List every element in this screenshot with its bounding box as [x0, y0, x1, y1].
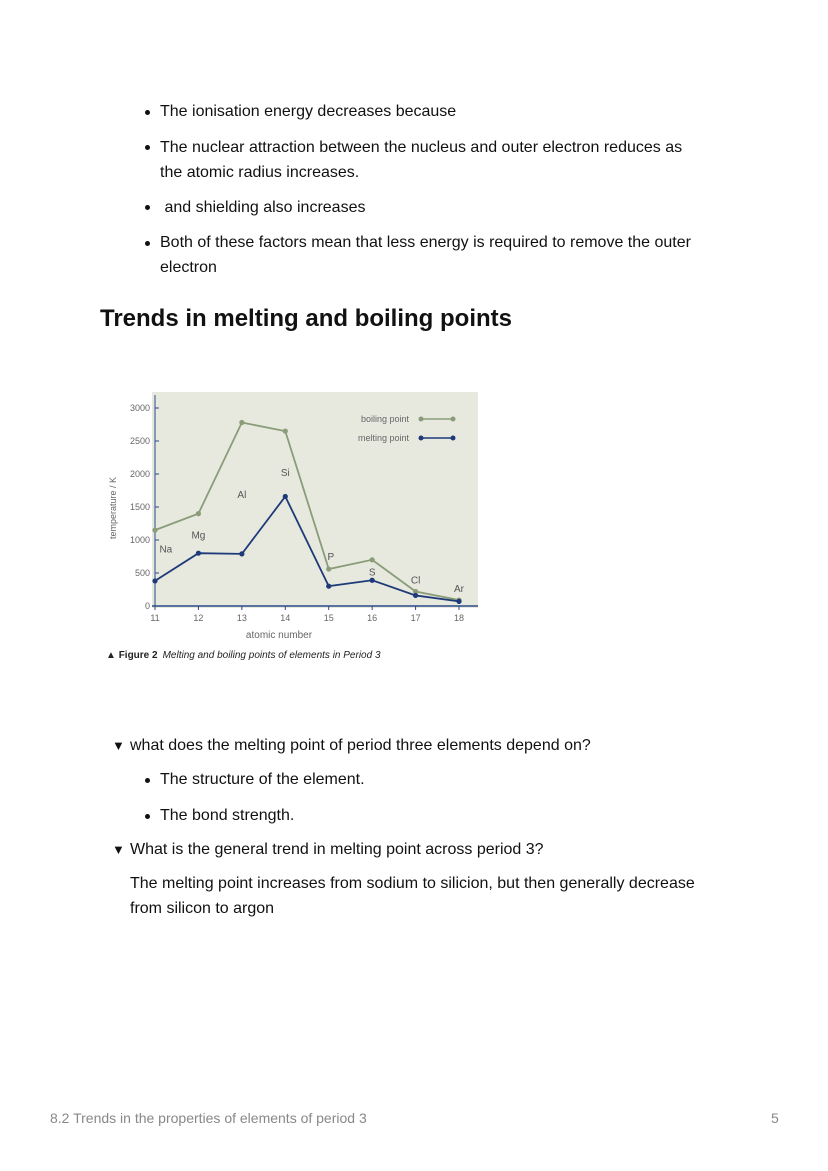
answer-text: from silicon to argon — [130, 900, 275, 917]
x-axis-label: atomic number — [246, 630, 313, 641]
boiling-point-point — [195, 511, 202, 517]
melting-point-point — [195, 550, 202, 556]
bullet-text: and shielding also increases — [160, 199, 366, 216]
plot-background — [152, 392, 478, 608]
bullet-text: electron — [160, 259, 217, 276]
toggle-triangle-icon[interactable]: ▼ — [112, 738, 125, 753]
legend-label: boiling point — [361, 414, 410, 424]
y-tick-label: 1500 — [130, 502, 150, 512]
x-tick-label: 14 — [280, 613, 290, 623]
melting-point-point — [282, 493, 288, 500]
legend-marker — [418, 416, 424, 422]
legend-marker — [418, 435, 424, 441]
toggle-question[interactable]: What is the general trend in melting poi… — [130, 841, 544, 858]
x-tick-label: 11 — [150, 613, 159, 623]
melting-point-point — [412, 592, 419, 599]
x-tick-label: 17 — [411, 613, 421, 623]
x-tick-label: 13 — [237, 613, 247, 623]
melting-point-point — [326, 583, 332, 589]
boiling-point-point — [152, 527, 158, 533]
y-axis-label: temperature / K — [108, 477, 118, 539]
melting-boiling-chart: 0 500 1000 1500 2000 2500 3000 11 12 13 14 15 16 17 18… — [106, 392, 478, 661]
toggle-question[interactable]: what does the melting point of period th… — [130, 737, 591, 754]
element-label: Ar — [454, 584, 465, 595]
melting-point-point — [152, 578, 158, 584]
caption-text: Melting and boiling points of elements i… — [163, 650, 381, 661]
x-tick-label: 15 — [324, 613, 334, 623]
bullet-icon — [145, 814, 150, 819]
melting-point-point — [239, 551, 245, 557]
bullet-text: The bond strength. — [160, 807, 295, 824]
bullet-text: The structure of the element. — [160, 771, 365, 788]
element-label: Al — [237, 490, 246, 501]
bullet-icon — [145, 110, 150, 115]
boiling-point-line — [154, 421, 460, 601]
y-tick-label: 3000 — [130, 403, 150, 413]
x-tick-label: 16 — [367, 613, 377, 623]
element-label: Cl — [411, 576, 420, 587]
page-number: 5 — [771, 1110, 779, 1126]
boiling-point-point — [282, 428, 288, 434]
melting-point-point — [456, 598, 462, 604]
element-label: Na — [159, 545, 172, 556]
y-tick-label: 2500 — [130, 436, 150, 446]
figure-caption: ▲ Figure 2 Melting and boiling points of … — [106, 650, 381, 661]
section-heading: Trends in melting and boiling points — [100, 305, 512, 332]
bullet-text: The nuclear attraction between the nucle… — [160, 139, 683, 156]
y-tick-label: 1000 — [130, 535, 150, 545]
bullet-text: The ionisation energy decreases because — [160, 103, 457, 120]
toggle-triangle-icon[interactable]: ▼ — [112, 842, 125, 857]
bullet-text: Both of these factors mean that less ene… — [160, 234, 691, 251]
boiling-point-point — [412, 588, 419, 595]
boiling-point-point — [326, 566, 332, 572]
bullet-icon — [145, 241, 150, 246]
y-tick-label: 500 — [135, 568, 150, 578]
legend-marker — [450, 416, 456, 422]
answer-text: The melting point increases from sodium … — [130, 875, 695, 892]
element-label: P — [328, 552, 335, 563]
caption-label: Figure 2 — [119, 650, 158, 661]
boiling-point-point — [239, 419, 245, 426]
bullet-text: the atomic radius increases. — [160, 164, 360, 181]
bullet-icon — [145, 778, 150, 783]
x-tick-label: 12 — [193, 613, 203, 623]
element-label: Si — [281, 468, 290, 479]
boiling-point-point — [369, 557, 375, 563]
element-label: S — [369, 568, 376, 579]
legend-label: melting point — [358, 433, 410, 443]
caption-marker-icon: ▲ — [106, 650, 119, 661]
element-label: Mg — [191, 531, 205, 542]
melting-point-point — [369, 577, 375, 583]
melting-point-line — [154, 494, 460, 603]
bullet-icon — [145, 145, 150, 150]
footer-title: 8.2 Trends in the properties of elements… — [50, 1110, 367, 1126]
bullet-icon — [145, 205, 150, 210]
y-tick-label: 2000 — [130, 469, 150, 479]
x-tick-label: 18 — [454, 613, 464, 623]
legend-marker — [450, 435, 456, 441]
y-tick-label: 0 — [145, 601, 150, 611]
